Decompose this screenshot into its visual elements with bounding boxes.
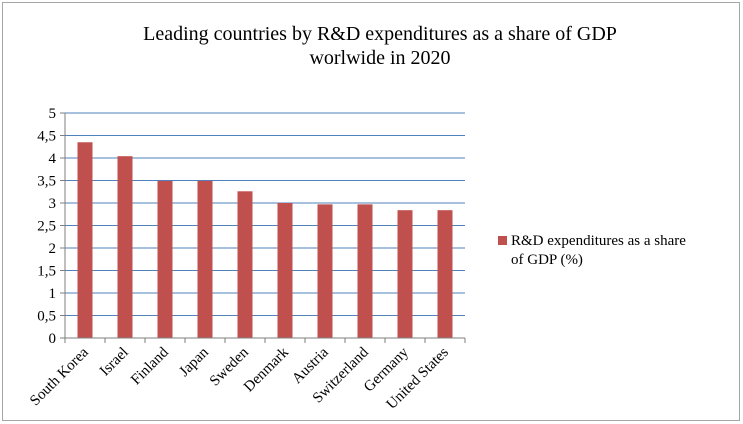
y-tick-label: 1 (49, 286, 57, 302)
bar (117, 156, 133, 338)
bar (277, 203, 293, 338)
x-category-label: Japan (176, 344, 212, 380)
x-category-label: South Korea (27, 344, 92, 409)
y-tick-label: 4,5 (37, 129, 56, 145)
axes (60, 112, 466, 343)
bar (237, 191, 253, 338)
y-tick-label: 0 (49, 331, 57, 347)
y-tick-labels: 0 0,5 1 1,5 2 2,5 3 3,5 4 4,5 5 (37, 106, 56, 347)
bar (157, 180, 173, 338)
y-tick-label: 4 (49, 151, 57, 167)
x-category-label: Denmark (241, 344, 292, 395)
legend-label-line-1: R&D expenditures as a share (511, 233, 686, 249)
y-tick-label: 3 (49, 196, 57, 212)
y-tick-label: 5 (49, 106, 57, 122)
bar (197, 180, 213, 338)
legend-label-line-2: of GDP (%) (511, 252, 583, 268)
x-category-label: Finland (128, 344, 172, 388)
y-tick-label: 2 (49, 241, 57, 257)
bar (357, 204, 373, 338)
y-tick-label: 1,5 (37, 264, 56, 280)
chart-title-line-2: worlwide in 2020 (309, 47, 450, 69)
chart-title-line-1: Leading countries by R&D expenditures as… (143, 23, 617, 45)
bar (397, 210, 413, 338)
y-tick-label: 0,5 (37, 309, 56, 325)
legend: R&D expenditures as a share of GDP (%) (498, 233, 686, 268)
y-tick-label: 2,5 (37, 219, 56, 235)
y-tick-label: 3,5 (37, 174, 56, 190)
legend-swatch (498, 236, 507, 245)
bars (77, 142, 453, 338)
bar (437, 210, 453, 338)
x-category-label: Israel (97, 345, 132, 380)
bar (317, 204, 333, 338)
bar (77, 142, 93, 338)
